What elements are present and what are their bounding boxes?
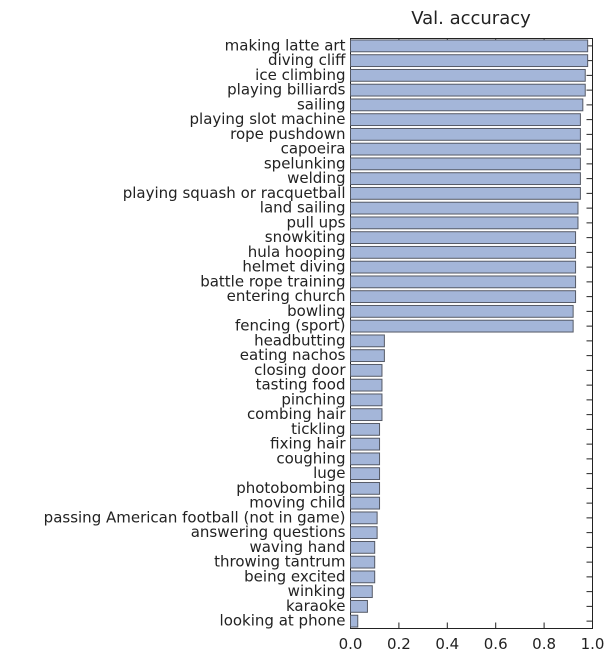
y-tick-label: pinching: [281, 390, 345, 408]
bar: [350, 363, 383, 377]
bar: [350, 157, 581, 171]
bar: [350, 437, 381, 451]
y-tick-label: playing billiards: [227, 81, 346, 99]
plot-frame: [350, 38, 593, 629]
x-tick-label: 0.8: [532, 635, 556, 653]
y-tick-label: pull ups: [287, 213, 346, 231]
bar: [350, 540, 376, 554]
y-tick-label: spelunking: [264, 154, 346, 172]
bar: [350, 496, 381, 510]
bar: [350, 526, 378, 540]
y-tick-label: rope pushdown: [230, 125, 345, 143]
bar: [350, 570, 376, 584]
bar: [350, 334, 385, 348]
y-tick-label: answering questions: [191, 523, 346, 541]
y-tick-label: fixing hair: [270, 435, 346, 453]
bar: [350, 393, 383, 407]
y-tick-label: being excited: [244, 567, 345, 585]
bar: [350, 216, 579, 230]
y-tick-label: photobombing: [236, 479, 345, 497]
bar: [350, 511, 378, 525]
bar: [350, 201, 579, 215]
y-tick-label: coughing: [276, 449, 345, 467]
y-tick-label: looking at phone: [220, 612, 346, 630]
y-tick-label: sailing: [297, 95, 346, 113]
x-tick-label: 0.4: [435, 635, 459, 653]
y-tick-label: throwing tantrum: [214, 553, 345, 571]
bar: [350, 68, 586, 82]
y-tick-label: snowkiting: [265, 228, 346, 246]
bar: [350, 614, 359, 628]
y-tick-label: battle rope training: [200, 272, 345, 290]
y-tick-label: helmet diving: [242, 258, 345, 276]
y-tick-label: passing American football (not in game): [44, 508, 346, 526]
bar: [350, 319, 574, 333]
bar: [350, 186, 581, 200]
y-tick-label: headbutting: [254, 331, 345, 349]
y-tick-label: ice climbing: [255, 66, 345, 84]
bar: [350, 422, 381, 436]
y-tick-label: bowling: [287, 302, 345, 320]
y-tick-label: fencing (sport): [235, 317, 346, 335]
y-tick-label: making latte art: [225, 36, 346, 54]
y-tick-label: entering church: [227, 287, 346, 305]
y-tick-label: tickling: [291, 420, 345, 438]
y-tick-label: luge: [313, 464, 345, 482]
bar: [350, 172, 581, 186]
bar: [350, 349, 385, 363]
y-tick-label: moving child: [249, 494, 345, 512]
y-tick-label: land sailing: [260, 199, 346, 217]
bar: [350, 39, 589, 53]
bar: [350, 599, 368, 613]
x-tick-label: 0.6: [484, 635, 508, 653]
bar: [350, 452, 381, 466]
bar: [350, 83, 586, 97]
bar: [350, 585, 373, 599]
bar: [350, 467, 381, 481]
y-tick-label: tasting food: [256, 376, 346, 394]
bar: [350, 378, 383, 392]
chart-title: Val. accuracy: [411, 8, 531, 29]
bar: [350, 113, 581, 127]
bar: [350, 142, 581, 156]
bar: [350, 290, 577, 304]
y-tick-label: waving hand: [249, 538, 345, 556]
bar: [350, 127, 581, 141]
y-tick-label: winking: [288, 582, 346, 600]
bar: [350, 304, 574, 318]
y-tick-label: capoeira: [281, 140, 346, 158]
bar: [350, 245, 577, 259]
y-tick-label: welding: [287, 169, 345, 187]
bar: [350, 98, 584, 112]
y-tick-label: diving cliff: [268, 51, 346, 69]
x-tick-label: 0.0: [339, 635, 363, 653]
bar: [350, 481, 381, 495]
x-tick-label: 1.0: [581, 635, 605, 653]
y-tick-label: playing squash or racquetball: [123, 184, 346, 202]
bar: [350, 275, 577, 289]
x-tick-label: 0.2: [387, 635, 411, 653]
y-tick-label: closing door: [254, 361, 346, 379]
bar: [350, 555, 376, 569]
y-tick-label: hula hooping: [248, 243, 346, 261]
y-tick-label: karaoke: [286, 597, 346, 615]
y-tick-label: combing hair: [247, 405, 346, 423]
bar: [350, 408, 383, 422]
bar: [350, 231, 577, 245]
bar: [350, 54, 589, 68]
bar: [350, 260, 577, 274]
y-tick-label: eating nachos: [240, 346, 346, 364]
y-tick-label: playing slot machine: [190, 110, 346, 128]
